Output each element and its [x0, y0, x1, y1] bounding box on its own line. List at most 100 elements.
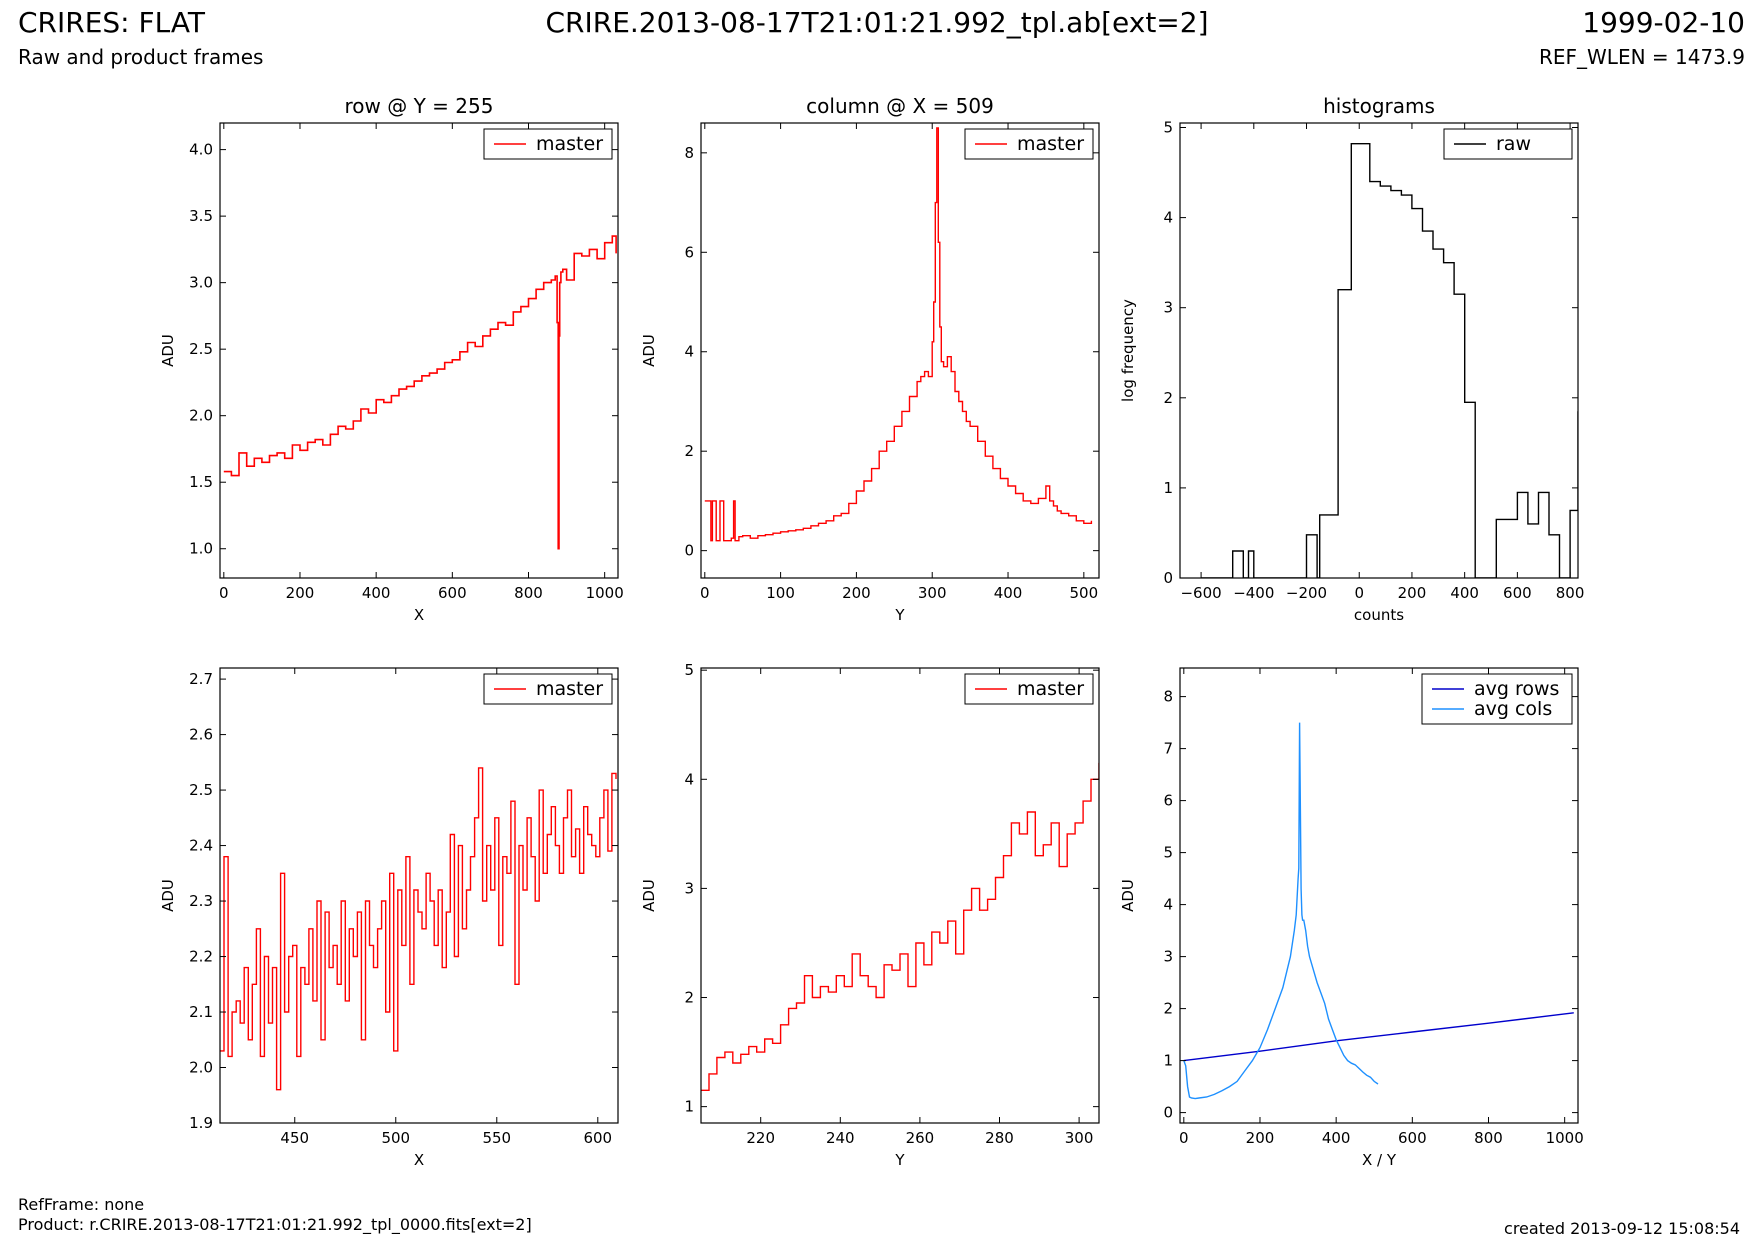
y-tick-label: 4 — [1163, 896, 1173, 914]
y-tick-label: 5 — [1163, 844, 1173, 862]
y-tick-label: 3 — [1163, 948, 1173, 966]
x-tick-label: 450 — [280, 1129, 309, 1147]
created-timestamp: created 2013-09-12 15:08:54 — [1504, 1219, 1740, 1238]
y-tick-label: 6 — [684, 243, 694, 261]
y-tick-label: 3.0 — [189, 274, 213, 292]
x-tick-label: 200 — [1398, 584, 1427, 602]
legend-label: master — [536, 678, 603, 700]
x-tick-label: 600 — [1398, 1129, 1427, 1147]
x-tick-label: 800 — [514, 584, 543, 602]
x-tick-label: 300 — [918, 584, 947, 602]
x-tick-label: −200 — [1286, 584, 1327, 602]
chart-column-zoom: 220 240 260 280 300 1 2 3 4 5 Y ADU master — [640, 661, 1100, 1169]
y-tick-label: 6 — [1163, 792, 1173, 810]
y-tick-label: 8 — [1163, 688, 1173, 706]
x-axis-label: X — [414, 1151, 424, 1169]
x-tick-label: 400 — [1322, 1129, 1351, 1147]
x-tick-label: 1000 — [1546, 1129, 1584, 1147]
y-tick-label: 4 — [1163, 209, 1173, 227]
legend-label: master — [1017, 133, 1084, 155]
y-tick-label: 0 — [1163, 1104, 1173, 1122]
chart-row: 0 200 400 600 800 1000 1.0 1.5 2.0 2.5 3.0 3.5 4.0 ro… — [159, 94, 624, 624]
y-tick-label: 2 — [684, 989, 694, 1007]
x-tick-label: 0 — [1179, 1129, 1189, 1147]
x-axis-label: X / Y — [1362, 1151, 1397, 1169]
series-line-raw — [1201, 143, 1578, 578]
legend-label: master — [1017, 678, 1084, 700]
y-tick-label: 2 — [1163, 1000, 1173, 1018]
legend-label: raw — [1496, 133, 1531, 155]
observation-date: 1999-02-10 — [1582, 6, 1745, 39]
y-tick-label: 2.6 — [189, 726, 213, 744]
x-tick-label: 0 — [1354, 584, 1364, 602]
y-tick-label: 1 — [1163, 479, 1173, 497]
series-line-master — [223, 235, 617, 550]
y-tick-label: 2.2 — [189, 948, 213, 966]
legend-label: avg rows — [1474, 678, 1559, 700]
x-tick-label: 600 — [583, 1129, 612, 1147]
y-tick-label: 0 — [1163, 569, 1173, 587]
chart-title: histograms — [1323, 94, 1435, 118]
x-tick-label: 280 — [985, 1129, 1014, 1147]
y-tick-label: 2.4 — [189, 837, 213, 855]
x-tick-label: 500 — [1070, 584, 1099, 602]
x-tick-label: 100 — [766, 584, 795, 602]
ref-wavelength: REF_WLEN = 1473.9 — [1538, 45, 1745, 69]
y-tick-label: 4 — [684, 770, 694, 788]
product-name: Product: r.CRIRE.2013-08-17T21:01:21.992… — [18, 1215, 532, 1234]
x-tick-label: 0 — [700, 584, 710, 602]
plot-frame — [1179, 667, 1579, 1124]
x-tick-label: 240 — [826, 1129, 855, 1147]
y-axis-label: ADU — [640, 879, 658, 912]
x-tick-label: 800 — [1556, 584, 1585, 602]
legend-label: avg cols — [1474, 698, 1552, 720]
x-tick-label: 300 — [1065, 1129, 1094, 1147]
x-tick-label: 1000 — [586, 584, 624, 602]
legend-box — [1421, 673, 1573, 725]
y-axis-label: ADU — [159, 879, 177, 912]
chart-title: column @ X = 509 — [806, 94, 994, 118]
y-tick-label: 0 — [684, 542, 694, 560]
x-tick-label: 200 — [842, 584, 871, 602]
x-axis-label: Y — [894, 606, 905, 624]
x-axis-label: counts — [1354, 606, 1404, 624]
y-tick-label: 1 — [684, 1098, 694, 1116]
x-tick-label: 400 — [362, 584, 391, 602]
legend: raw — [1443, 128, 1573, 160]
y-tick-label: 5 — [1163, 119, 1173, 137]
y-tick-label: 2 — [1163, 389, 1173, 407]
report-title: CRIRES: FLAT — [18, 6, 205, 39]
y-tick-label: 2.5 — [189, 781, 213, 799]
chart-averages: 0 200 400 600 800 1000 0 1 2 3 4 5 6 7 8 X / Y ADU avg ro… — [1119, 667, 1584, 1169]
legend: master — [483, 673, 613, 705]
series-line-avg-cols — [1183, 722, 1379, 1100]
legend: master — [483, 128, 613, 160]
chart-title: row @ Y = 255 — [345, 94, 494, 118]
y-tick-label: 1.5 — [189, 473, 213, 491]
series-line-avg-rows — [1183, 1012, 1574, 1062]
y-axis-label: ADU — [159, 334, 177, 367]
x-tick-label: 600 — [438, 584, 467, 602]
plot-frame — [700, 122, 1100, 579]
x-tick-label: 260 — [906, 1129, 935, 1147]
y-tick-label: 5 — [684, 661, 694, 679]
y-tick-label: 2.0 — [189, 1059, 213, 1077]
legend: master — [964, 673, 1094, 705]
chart-column: 0 100 200 300 400 500 0 2 4 6 8 column @ X = 509 Y AD… — [640, 94, 1100, 624]
y-tick-label: 1 — [1163, 1052, 1173, 1070]
plot-frame — [700, 667, 1100, 1124]
x-tick-label: 200 — [1246, 1129, 1275, 1147]
x-tick-label: 400 — [994, 584, 1023, 602]
y-axis-label: log frequency — [1119, 299, 1137, 402]
file-name: CRIRE.2013-08-17T21:01:21.992_tpl.ab[ext… — [545, 6, 1209, 39]
y-tick-label: 2.3 — [189, 892, 213, 910]
x-axis-label: X — [414, 606, 424, 624]
plot-frame — [1179, 122, 1579, 579]
x-tick-label: 800 — [1474, 1129, 1503, 1147]
y-axis-label: ADU — [640, 334, 658, 367]
x-tick-label: 400 — [1450, 584, 1479, 602]
chart-histograms: −600 −400 −200 0 200 400 600 800 0 1 2 3 4 5 histogram… — [1119, 94, 1584, 624]
plot-frame — [219, 667, 619, 1124]
x-tick-label: 0 — [219, 584, 229, 602]
